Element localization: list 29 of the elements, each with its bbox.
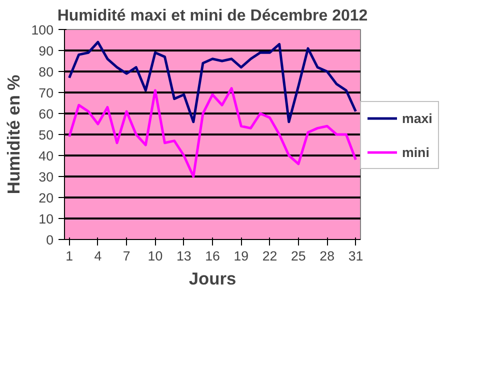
x-tick-label: 4 <box>94 248 102 264</box>
y-tick-label: 20 <box>38 190 54 206</box>
chart-title: Humidité maxi et mini de Décembre 2012 <box>57 8 368 24</box>
y-tick-label: 50 <box>38 128 54 142</box>
y-tick-label: 40 <box>38 148 54 164</box>
y-tick-label: 30 <box>38 170 54 184</box>
x-axis-title: Jours <box>188 268 236 288</box>
x-tick-label: 19 <box>234 248 249 264</box>
x-tick-label: 7 <box>122 248 130 264</box>
y-tick-label: 90 <box>38 44 54 58</box>
x-tick-label: 10 <box>148 248 163 264</box>
x-tick-label: 28 <box>320 248 334 264</box>
y-tick-label: 10 <box>38 212 54 226</box>
y-tick-label: 100 <box>31 22 54 38</box>
x-tick-label: 1 <box>66 248 73 264</box>
y-tick-label: 80 <box>38 64 54 80</box>
x-tick-label: 25 <box>291 248 306 264</box>
legend-label: maxi <box>402 110 432 126</box>
y-tick-label: 0 <box>46 232 54 248</box>
x-tick-label: 13 <box>176 248 192 264</box>
y-tick-label: 70 <box>38 86 54 100</box>
y-axis-title: Humidité en % <box>3 74 24 194</box>
line-series <box>68 40 357 124</box>
legend-label: mini <box>402 144 430 160</box>
x-tick-label: 16 <box>205 248 220 264</box>
y-tick-label: 60 <box>38 106 54 122</box>
line-series <box>68 87 357 178</box>
x-tick-label: 22 <box>262 248 278 264</box>
x-tick-label: 31 <box>348 248 364 264</box>
